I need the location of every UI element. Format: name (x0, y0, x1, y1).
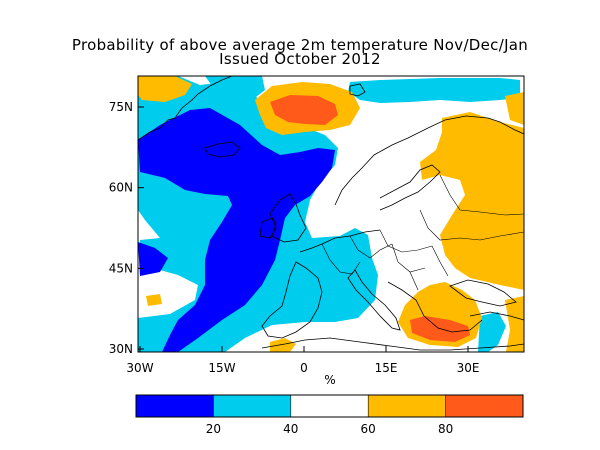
map-frame (137, 75, 525, 353)
lon-tick-label: 0 (300, 361, 308, 375)
legend-tick-label: 60 (361, 422, 376, 436)
balkans-coast (387, 281, 483, 333)
lon-tick-label: 15W (208, 361, 235, 375)
region-60-80-northwest (138, 76, 192, 102)
lat-tick-label: 30N (109, 342, 133, 356)
chart-title-line1: Probability of above average 2m temperat… (71, 36, 529, 54)
western-europe-coast (299, 229, 381, 253)
north-africa-coast (261, 337, 524, 351)
ireland-coast (259, 217, 277, 239)
legend-frame (135, 394, 524, 418)
region-20-40-north (205, 76, 265, 100)
coastlines (138, 76, 524, 351)
region-20-40-east-med (478, 312, 506, 352)
svalbard-coast (349, 83, 366, 97)
chart-title-line2: Issued October 2012 (219, 50, 381, 68)
lat-tick-label: 45N (109, 261, 133, 275)
region-60-80-southeast (505, 296, 524, 352)
region-below-20-west-edge (138, 242, 168, 276)
iceland-coast (204, 141, 241, 158)
turkey-coast (469, 311, 524, 321)
legend-tick-label: 80 (438, 422, 453, 436)
baltic-coast (379, 164, 441, 211)
region-above-80-arctic (270, 95, 338, 125)
iberia-coast (261, 261, 323, 339)
region-60-80-east (420, 112, 524, 290)
legend-bin-20-40 (213, 395, 291, 417)
legend-bin-80-100 (445, 395, 523, 417)
region-above-80-aegean (410, 316, 470, 342)
lat-tick-label: 75N (109, 100, 133, 114)
country-borders (321, 174, 524, 291)
legend-tick-label: 20 (206, 422, 221, 436)
italy-coast (347, 269, 401, 331)
region-60-80-spain (270, 338, 296, 352)
region-below-20-north-atlantic (138, 108, 335, 352)
legend-tick-label: 40 (283, 422, 298, 436)
lat-tick-label: 60N (109, 181, 133, 195)
lon-tick-label: 30E (457, 361, 480, 375)
region-20-40-arctic (348, 78, 520, 103)
greenland-coast (138, 76, 233, 141)
scandinavia-coast (334, 115, 524, 206)
lon-tick-label: 15E (375, 361, 398, 375)
region-60-80-west-spot (146, 294, 162, 306)
longitude-axis: 30W 15W 0 15E 30E (126, 346, 479, 375)
black-sea-coast (449, 279, 517, 307)
unit-label: % (324, 373, 335, 387)
legend-bin-0-20 (136, 395, 214, 417)
british-isles-coast (269, 193, 307, 243)
map-plot-area (138, 76, 524, 352)
lon-tick-label: 30W (126, 361, 153, 375)
region-60-80-far-east (505, 92, 524, 125)
color-legend: 20 40 60 80 (135, 394, 524, 436)
latitude-axis: 75N 60N 45N 30N (109, 100, 144, 356)
legend-bin-40-60 (290, 395, 369, 417)
legend-bin-60-80 (368, 395, 446, 417)
